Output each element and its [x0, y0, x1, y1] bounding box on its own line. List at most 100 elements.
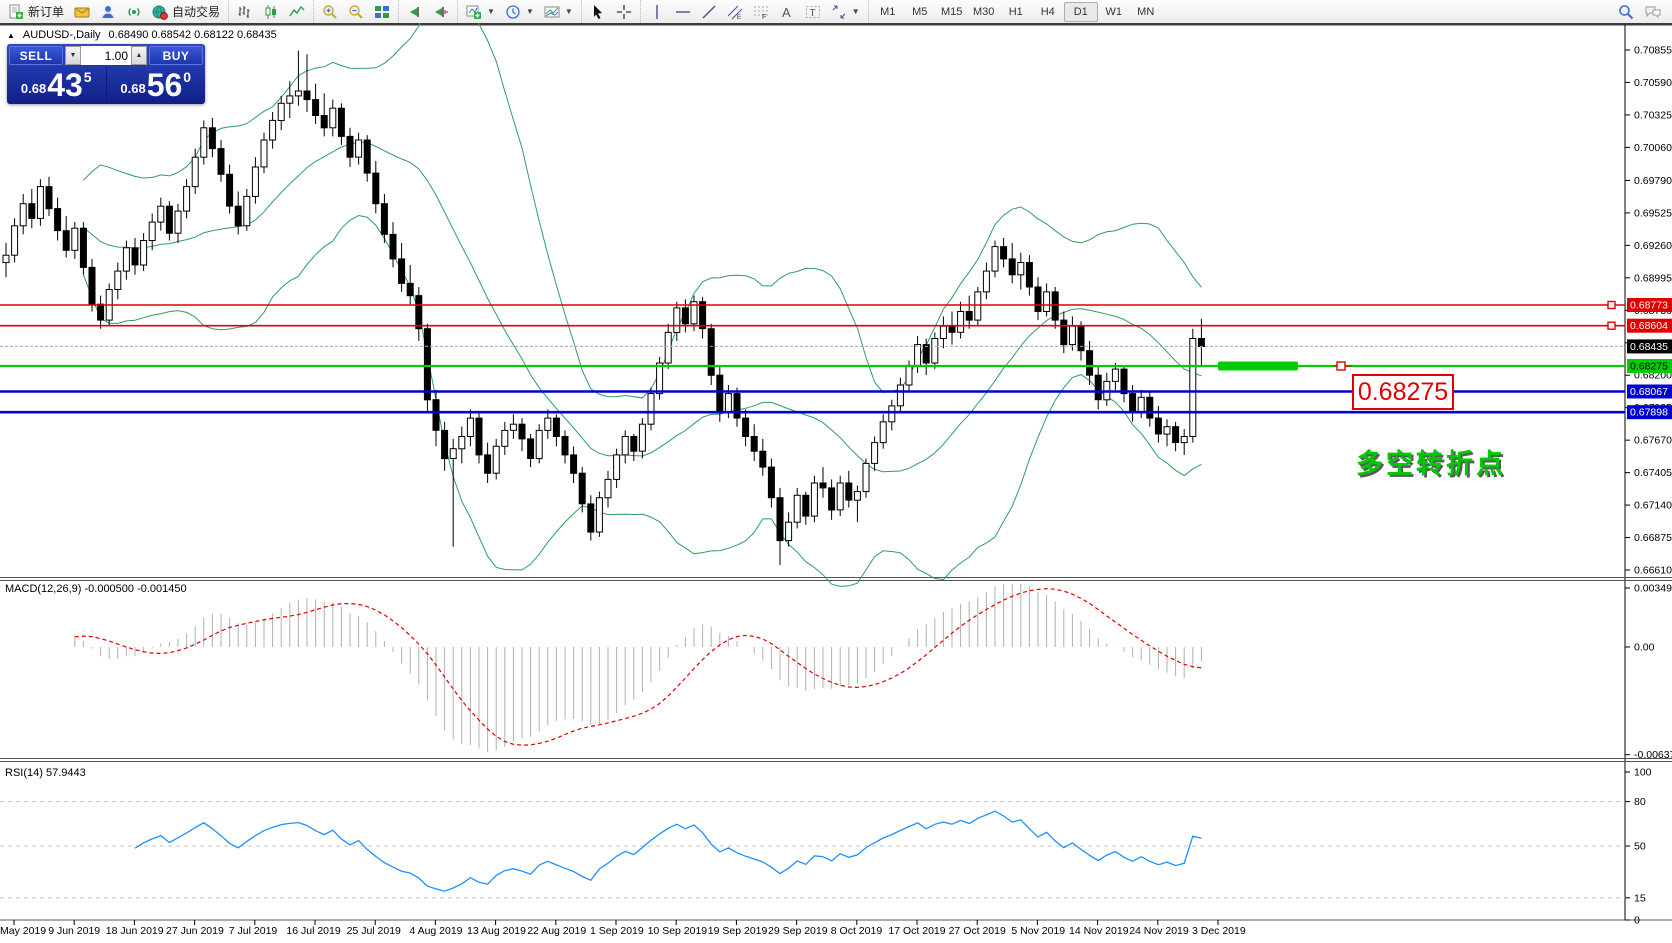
- timeframe-button-m15[interactable]: M15: [941, 5, 963, 18]
- fibonacci-icon: F: [753, 6, 768, 20]
- buy-price-prefix: 0.68: [120, 81, 146, 96]
- templates-dropdown[interactable]: ▼: [539, 1, 578, 23]
- svg-text:13 Aug 2019: 13 Aug 2019: [467, 925, 526, 937]
- text-icon: A: [782, 5, 791, 20]
- fibonacci-button[interactable]: F: [748, 1, 774, 23]
- chart-shift-button[interactable]: [428, 1, 454, 23]
- svg-text:0.69260: 0.69260: [1634, 240, 1672, 252]
- cursor-button[interactable]: [585, 1, 611, 23]
- tile-windows-button[interactable]: [369, 1, 395, 23]
- svg-text:-0.00637: -0.00637: [1634, 749, 1672, 761]
- one-click-price-row: 0.68 43 5 0.68 56 0: [7, 67, 205, 102]
- chart-window: 0.70855 0.70590 0.70325 0.70060 0.69790 0.695…: [0, 23, 1672, 943]
- svg-text:5 Nov 2019: 5 Nov 2019: [1011, 925, 1065, 937]
- macd-label: MACD(12,26,9) -0.000500 -0.001450: [5, 583, 187, 595]
- autotrading-button[interactable]: 自动交易: [147, 1, 225, 23]
- sell-price[interactable]: 0.68 43 5: [7, 67, 107, 102]
- signals-button[interactable]: [121, 1, 147, 23]
- mail-button[interactable]: [69, 1, 95, 23]
- cursor-icon: [593, 4, 602, 19]
- buy-price[interactable]: 0.68 56 0: [107, 67, 206, 102]
- svg-text:F: F: [762, 14, 766, 20]
- bar-chart-icon: [238, 5, 250, 18]
- chat-icon[interactable]: [1644, 4, 1662, 20]
- timeframe-button-d1[interactable]: D1: [1063, 1, 1098, 22]
- timeframe-button-mn[interactable]: MN: [1137, 5, 1155, 18]
- tile-windows-icon: [375, 5, 390, 18]
- volume-decrease-button[interactable]: ▼: [65, 46, 81, 65]
- svg-text:0.69790: 0.69790: [1634, 175, 1672, 187]
- timeframe-button-m1[interactable]: M1: [880, 5, 896, 18]
- text-label-button[interactable]: T: [800, 1, 826, 23]
- sell-button[interactable]: SELL: [9, 46, 63, 65]
- rsi-name: RSI(14): [5, 767, 43, 779]
- vertical-line-button[interactable]: [644, 1, 670, 23]
- volume-control: ▼ ▲: [65, 46, 147, 65]
- svg-text:18 Jun 2019: 18 Jun 2019: [106, 925, 164, 937]
- candlestick-button[interactable]: [258, 1, 284, 23]
- svg-text:0.69525: 0.69525: [1634, 207, 1672, 219]
- candlestick-icon: [265, 4, 277, 19]
- chart-shift-icon: [435, 6, 449, 17]
- timeframe-button-m5[interactable]: M5: [912, 5, 928, 18]
- community-button[interactable]: [95, 1, 121, 23]
- timeframe-button-h4[interactable]: H4: [1040, 5, 1055, 18]
- autotrading-label: 自动交易: [172, 5, 221, 19]
- candles-layer: [2, 50, 1205, 566]
- buy-price-big: 56: [146, 66, 183, 103]
- sell-price-sup: 5: [83, 69, 92, 85]
- svg-text:17 Oct 2019: 17 Oct 2019: [888, 925, 945, 937]
- user-icon: [102, 5, 114, 18]
- rsi-panel: 100 80 50 15 0: [0, 767, 1652, 927]
- svg-text:50: 50: [1634, 841, 1646, 853]
- auto-scroll-button[interactable]: [402, 1, 428, 23]
- volume-increase-button[interactable]: ▲: [131, 46, 147, 65]
- crosshair-icon: [616, 4, 631, 19]
- channel-button[interactable]: E: [722, 1, 748, 23]
- timeframe-button-w1[interactable]: W1: [1105, 5, 1122, 18]
- caret-down-icon: ▼: [851, 7, 860, 16]
- clock-icon: [506, 4, 520, 19]
- svg-text:10 Sep 2019: 10 Sep 2019: [648, 925, 708, 937]
- collapse-icon[interactable]: ▲: [7, 30, 15, 40]
- text-button[interactable]: A: [774, 1, 800, 23]
- search-icon[interactable]: [1618, 4, 1634, 20]
- label-anchor-handle: [1336, 361, 1346, 371]
- volume-input[interactable]: [81, 46, 131, 65]
- rsi-value: 57.9443: [45, 767, 86, 779]
- line-chart-button[interactable]: [284, 1, 310, 23]
- svg-text:0: 0: [1634, 915, 1640, 927]
- svg-text:0.68995: 0.68995: [1634, 272, 1672, 284]
- crosshair-button[interactable]: [611, 1, 637, 23]
- level-price-label[interactable]: 0.68275: [1352, 374, 1454, 410]
- new-chart-dropdown[interactable]: ▼: [461, 1, 500, 23]
- trendline-button[interactable]: [696, 1, 722, 23]
- horizontal-line-button[interactable]: [670, 1, 696, 23]
- svg-text:0.68435: 0.68435: [1630, 341, 1668, 353]
- zoom-out-button[interactable]: [343, 1, 369, 23]
- mail-icon: [74, 7, 90, 17]
- bar-chart-button[interactable]: [232, 1, 258, 23]
- toolbar-group-zoom: [313, 0, 398, 23]
- chart-note-text[interactable]: 多空转折点: [1356, 449, 1506, 479]
- periods-dropdown[interactable]: ▼: [500, 1, 539, 23]
- zoom-in-button[interactable]: [317, 1, 343, 23]
- price-axis: 0.70855 0.70590 0.70325 0.70060 0.69790 0.695…: [1625, 44, 1672, 577]
- buy-button[interactable]: BUY: [149, 46, 203, 65]
- svg-text:1 Sep 2019: 1 Sep 2019: [590, 925, 644, 937]
- thick-green-segment: [1218, 361, 1298, 371]
- timeframe-button-h1[interactable]: H1: [1008, 5, 1023, 18]
- vertical-line-icon: [656, 4, 658, 19]
- chart-canvas[interactable]: 0.70855 0.70590 0.70325 0.70060 0.69790 0.695…: [0, 23, 1672, 943]
- chart-frame: [0, 23, 1672, 943]
- toolbar-group-shift: [398, 0, 457, 23]
- equidistant-channel-icon: E: [727, 5, 743, 20]
- arrows-dropdown[interactable]: ▼: [826, 1, 865, 23]
- svg-text:0.00: 0.00: [1634, 642, 1655, 654]
- main-toolbar: 新订单 自动交易: [0, 0, 1672, 24]
- timeframe-button-m30[interactable]: M30: [973, 5, 995, 18]
- svg-text:80: 80: [1634, 796, 1646, 808]
- svg-text:0.67670: 0.67670: [1634, 435, 1672, 447]
- new-order-button[interactable]: 新订单: [3, 1, 69, 23]
